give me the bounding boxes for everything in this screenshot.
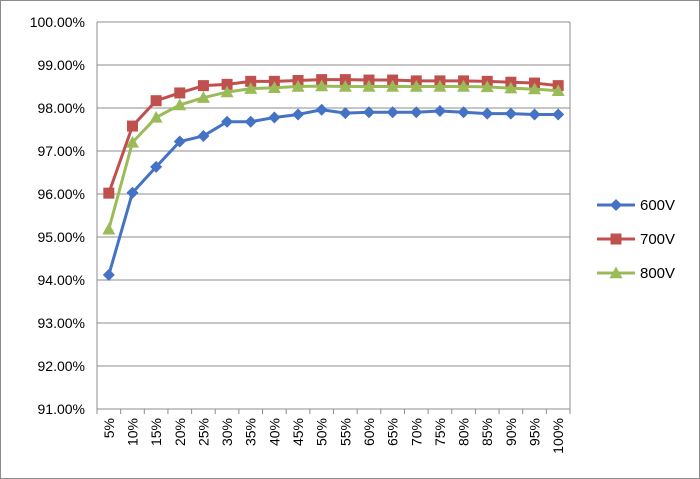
data-point bbox=[268, 111, 281, 124]
data-point bbox=[315, 103, 328, 116]
data-point bbox=[150, 160, 163, 173]
x-tick-label: 5% bbox=[101, 418, 117, 438]
data-point bbox=[339, 107, 352, 120]
data-point bbox=[103, 187, 115, 199]
data-point bbox=[102, 268, 115, 281]
data-point bbox=[173, 135, 186, 148]
data-point bbox=[457, 106, 470, 119]
data-point bbox=[245, 75, 257, 87]
data-point bbox=[173, 98, 187, 111]
data-point bbox=[386, 106, 399, 119]
series-600V bbox=[102, 103, 565, 281]
x-tick-label: 85% bbox=[479, 418, 495, 446]
x-tick-label: 50% bbox=[314, 418, 330, 446]
y-tick-label: 92.00% bbox=[38, 358, 85, 374]
data-point bbox=[528, 82, 542, 95]
y-tick-label: 91.00% bbox=[38, 401, 85, 417]
legend-label: 800V bbox=[640, 265, 675, 282]
x-tick-label: 45% bbox=[290, 418, 306, 446]
x-tick-label: 35% bbox=[243, 418, 259, 446]
data-point bbox=[386, 80, 400, 92]
data-point bbox=[409, 80, 423, 92]
data-point bbox=[433, 105, 446, 118]
legend-marker bbox=[610, 233, 622, 245]
x-tick-label: 10% bbox=[124, 418, 140, 446]
data-point bbox=[528, 108, 541, 121]
data-point bbox=[339, 74, 351, 86]
x-tick-label: 15% bbox=[148, 418, 164, 446]
y-tick-label: 98.00% bbox=[38, 100, 85, 116]
data-point bbox=[504, 81, 518, 94]
x-tick-label: 65% bbox=[385, 418, 401, 446]
x-tick-label: 55% bbox=[337, 418, 353, 446]
data-point bbox=[221, 115, 234, 128]
series-line bbox=[107, 108, 559, 276]
x-tick-label: 80% bbox=[456, 418, 472, 446]
x-tick-label: 40% bbox=[266, 418, 282, 446]
y-tick-label: 94.00% bbox=[38, 272, 85, 288]
data-point bbox=[362, 106, 375, 119]
data-point bbox=[102, 222, 116, 235]
data-point bbox=[504, 107, 517, 120]
x-tick-label: 75% bbox=[432, 418, 448, 446]
legend-label: 600V bbox=[640, 197, 675, 214]
data-point bbox=[552, 108, 565, 121]
data-point bbox=[174, 87, 186, 99]
x-tick-label: 30% bbox=[219, 418, 235, 446]
data-point bbox=[457, 80, 471, 92]
series bbox=[102, 74, 565, 281]
x-tick-label: 100% bbox=[550, 418, 566, 454]
x-tick-label: 60% bbox=[361, 418, 377, 446]
y-tick-label: 93.00% bbox=[38, 315, 85, 331]
data-point bbox=[196, 91, 210, 103]
data-point bbox=[197, 129, 210, 142]
legend-item: 700V bbox=[597, 231, 675, 248]
data-point bbox=[126, 186, 139, 199]
data-point bbox=[221, 78, 233, 90]
data-point bbox=[244, 115, 257, 128]
data-point bbox=[362, 80, 376, 92]
data-point bbox=[551, 84, 565, 96]
series-700V bbox=[103, 74, 564, 199]
x-tick-label: 70% bbox=[408, 418, 424, 446]
data-point bbox=[480, 80, 494, 93]
axes: 91.00% 92.00% 93.00% 94.00% 95.00% 96.00% 97.0… bbox=[30, 14, 571, 454]
data-point bbox=[481, 107, 494, 120]
legend-marker bbox=[609, 266, 623, 279]
legend-label: 700V bbox=[640, 231, 675, 248]
series-800V bbox=[102, 79, 565, 235]
y-tick-label: 95.00% bbox=[38, 229, 85, 245]
data-point bbox=[244, 82, 258, 94]
legend-item: 800V bbox=[597, 265, 675, 282]
data-point bbox=[126, 120, 138, 132]
data-point bbox=[292, 108, 305, 121]
x-tick-label: 90% bbox=[503, 418, 519, 446]
x-tick-label: 20% bbox=[172, 418, 188, 446]
x-tick-label: 25% bbox=[195, 418, 211, 446]
y-tick-label: 97.00% bbox=[38, 143, 85, 159]
data-point bbox=[220, 85, 234, 98]
data-point bbox=[433, 80, 447, 92]
y-tick-label: 100.00% bbox=[30, 14, 85, 30]
series-line bbox=[107, 84, 559, 230]
y-tick-label: 99.00% bbox=[38, 57, 85, 73]
legend-item: 600V bbox=[597, 197, 675, 214]
data-point bbox=[150, 95, 162, 107]
y-tick-label: 96.00% bbox=[38, 186, 85, 202]
data-point bbox=[125, 135, 139, 148]
data-point bbox=[149, 110, 163, 123]
data-point bbox=[315, 79, 329, 92]
x-tick-label: 95% bbox=[527, 418, 543, 446]
data-point bbox=[291, 80, 305, 92]
gridlines bbox=[97, 21, 570, 410]
legend-marker bbox=[610, 199, 622, 211]
data-point bbox=[410, 106, 423, 119]
data-point bbox=[197, 80, 209, 92]
legend: 600V 700V 800V bbox=[597, 197, 675, 282]
data-point bbox=[267, 81, 281, 93]
data-point bbox=[338, 80, 352, 92]
